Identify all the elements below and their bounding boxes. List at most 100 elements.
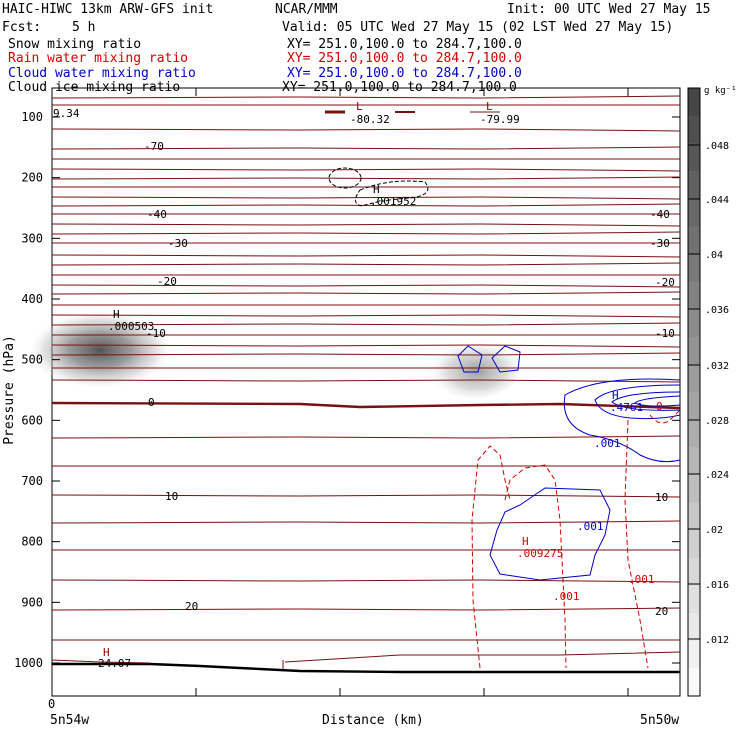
y-tick-label: 100 [21,110,43,124]
isotherm-label: -30 [650,237,670,250]
isotherm-label: 20 [185,600,198,613]
y-tick-label: 1000 [14,656,43,670]
field-cloud-water-name: Cloud water mixing ratio [8,66,196,81]
colorbar: .048 .044 .04 .036 .032 .028 .024 .02 .016 .012 [687,87,729,697]
field-rain-xy: XY= 251.0,100.0 to 284.7,100.0 [287,51,522,66]
init-time: Init: 00 UTC Wed 27 May 15 [507,2,711,17]
forecast-hours: 5 h [72,20,96,35]
isotherm-label: 10 [165,490,178,503]
colorbar-swatch [688,668,700,697]
y-tick-label: 200 [21,171,43,185]
high-marker: H [103,646,110,659]
isotherm-line [51,379,681,383]
colorbar-tick-label: .048 [705,141,729,152]
field-rain-name: Rain water mixing ratio [8,51,189,66]
colorbar-tick-label: .036 [705,305,729,316]
isotherm-label: -20 [157,275,177,288]
contour-label: .001 [594,437,621,450]
isotherm-line [51,314,681,318]
low-marker: L [486,100,493,113]
isotherm-line [51,607,681,611]
y-axis-label: Pressure (hPa) [2,335,17,445]
colorbar-swatch [688,198,700,227]
isotherm-line [51,520,681,524]
field-snow-xy: XY= 251.0,100.0 to 284.7,100.0 [287,37,522,52]
high-value: .000503 [108,320,154,333]
high-value: 24.07 [98,657,131,670]
isotherm-line [51,262,681,266]
low-value: -79.99 [480,113,520,126]
y-tick-label: 800 [21,535,43,549]
isotherm-label: -40 [147,208,167,221]
valid-time: Valid: 05 UTC Wed 27 May 15 (02 LST Wed … [282,20,674,35]
colorbar-swatch [688,585,700,614]
institution: NCAR/MMM [275,2,338,17]
colorbar-frame [687,87,701,697]
isotherm-line [51,579,681,583]
rain-water-contours [471,409,681,669]
colorbar-swatch [688,392,700,421]
isotherm-line [51,344,681,348]
colorbar-swatch [688,530,700,559]
terrain-line [52,662,680,674]
isotherm-line [51,435,681,439]
colorbar-swatch [688,336,700,365]
colorbar-tick-label: .02 [705,525,723,536]
field-snow-name: Snow mixing ratio [8,37,142,52]
colorbar-swatch [688,143,700,172]
near-surface-isotherm [284,651,681,663]
colorbar-swatch [688,474,700,504]
contour-label: .001 [577,520,604,533]
plot-frame [51,87,681,697]
isotherm-line [51,494,681,498]
isotherms [51,95,681,641]
colorbar-tick-label: .024 [705,470,729,481]
forecast-label: Fcst: [2,20,42,35]
colorbar-tick-label: .012 [705,635,729,646]
isotherm-line [51,284,681,288]
colorbar-swatch [688,115,700,144]
colorbar-tick-label: .04 [705,250,723,261]
colorbar-swatch [688,502,700,531]
colorbar-tick-label: .028 [705,416,729,427]
isotherm-line [51,196,681,200]
isotherm-label: -10 [146,327,166,340]
isotherm-line [51,231,681,235]
colorbar-tick-label: .032 [705,361,729,372]
colorbar-swatch [688,640,700,669]
isotherm-line [51,223,681,227]
isotherm-label: 20 [655,605,668,618]
colorbar-swatch [688,88,700,117]
low-value: -80.32 [350,113,390,126]
high-marker: H [612,389,619,402]
isotherm-line [51,352,681,356]
colorbar-swatch [688,613,700,642]
extrema: L -80.32 L -79.99 H .001952 H .000503 H … [98,100,643,670]
isotherm-line [51,203,681,207]
isotherm-label: -10 [655,327,675,340]
high-marker: H [522,535,529,548]
isotherm-line [51,322,681,326]
y-tick-label: 600 [21,413,43,427]
isotherm-line [51,146,681,150]
colorbar-swatch [688,447,700,476]
high-marker: H [113,308,120,321]
colorbar-swatch [688,364,700,393]
high-marker: H [373,183,380,196]
low-marker: L [356,100,363,113]
isotherm-label: -30 [168,237,188,250]
colorbar-swatch [688,557,700,586]
contour-labels: .001 .001 .001 .001 [553,437,655,603]
colorbar-tick-label: .044 [705,195,729,206]
x-axis-ticks [51,88,629,696]
isotherm-line [51,254,681,258]
isotherm-line [51,128,681,132]
colorbar-swatch [688,170,700,200]
cloud-ice-contours [328,167,429,207]
isotherm-label: -40 [650,208,670,221]
isotherm-line [51,168,681,172]
x-start-label: 5n54w [50,713,89,728]
high-value: .001952 [370,195,416,208]
